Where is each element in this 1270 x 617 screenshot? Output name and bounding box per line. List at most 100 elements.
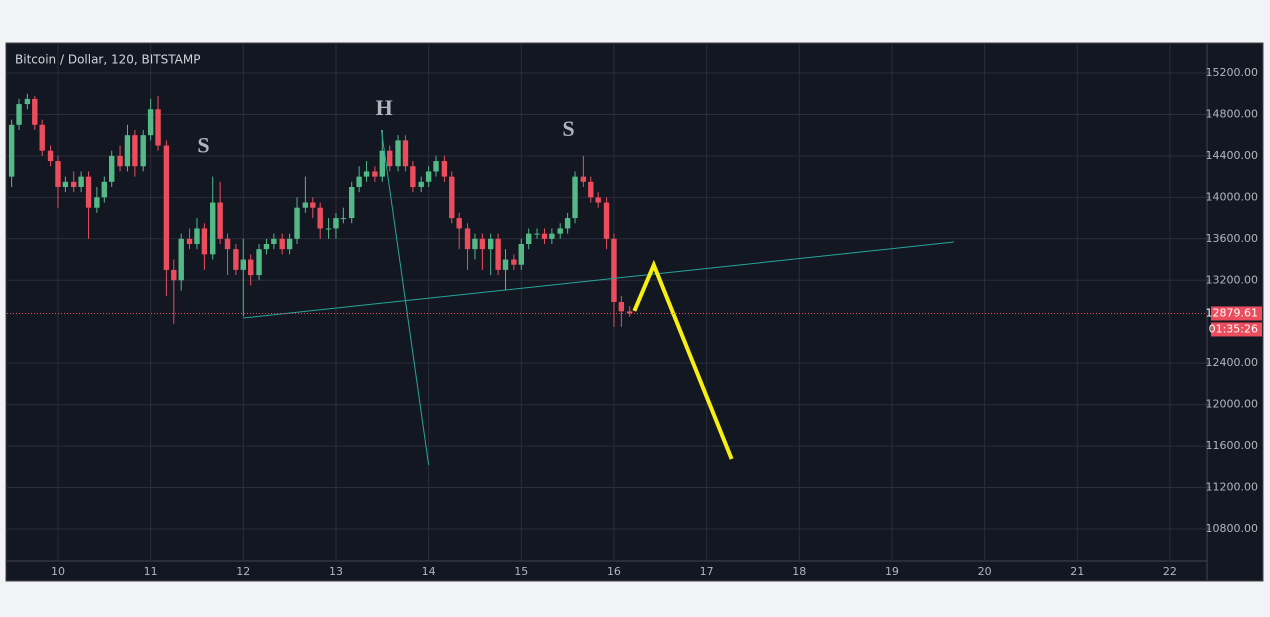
annotation: S [197,133,209,158]
candle-body [325,228,332,230]
x-tick-label: 16 [607,565,621,578]
candle-body [518,243,524,265]
candle-body [627,311,633,314]
candle-body [588,181,594,198]
candle-body [580,176,587,182]
candle-body [525,233,532,244]
candle-body [71,181,77,187]
y-tick-label: 14000.00 [1206,190,1259,203]
y-tick-label: 12400.00 [1206,356,1259,369]
annotation: S [562,116,574,141]
candle-body [449,176,455,219]
candle-body [240,259,246,270]
x-tick-label: 15 [514,565,528,578]
timer-label: 01:35:26 [1209,322,1258,335]
candle-body [387,150,393,167]
x-tick-label: 12 [236,565,250,578]
candle-body [379,150,385,177]
y-tick-label: 14400.00 [1206,149,1259,162]
candle-body [402,140,409,167]
x-tick-label: 18 [792,565,806,578]
candle-body [194,228,200,244]
x-tick-label: 20 [978,565,992,578]
x-tick-label: 19 [885,565,899,578]
candle-body [32,98,38,125]
candle-body [124,135,131,167]
candle-body [549,233,555,239]
y-tick-label: 10800.00 [1206,522,1259,535]
candle-body [140,135,146,167]
candle-body [47,150,54,162]
candle-body [534,233,540,235]
last-price-box [1211,306,1262,321]
drawn-line [243,241,955,319]
x-tick-label: 21 [1070,565,1084,578]
candle-body [263,243,270,250]
candle-body [201,228,208,255]
candle-body [395,140,401,167]
candle-body [564,218,571,229]
candle-body [502,259,509,270]
candle-body [294,207,300,239]
candle-body [464,228,471,250]
candle-body [256,249,262,276]
candle-body [410,166,416,187]
chart-title: Bitcoin / Dollar, 120, BITSTAMP [15,53,200,67]
candle-body [488,238,494,250]
candle-body [302,202,309,208]
candle-body [233,249,239,270]
candle-body [171,269,177,281]
candle-body [479,238,486,250]
candle-body [511,259,517,265]
candle-body [541,233,548,239]
plot-area [7,44,1207,560]
y-tick-label: 13200.00 [1206,273,1259,286]
x-tick-label: 11 [144,565,158,578]
x-tick-label: 17 [700,565,714,578]
candle-body [433,161,439,172]
candle-body [456,218,462,229]
candle-body [603,202,610,239]
candle-body [16,104,22,125]
chart-panel [5,42,1264,582]
x-tick-label: 22 [1163,565,1177,578]
candle-body [418,181,424,187]
candle-body [217,202,223,239]
candle-body [24,98,31,105]
candle-body [39,124,45,151]
candle-body [310,202,316,208]
y-tick-label: 11600.00 [1206,439,1259,452]
candle-body [495,238,501,270]
candle-body [85,176,92,208]
y-tick-label: 12000.00 [1206,398,1259,411]
candle-body [356,176,362,187]
x-tick-label: 10 [51,565,65,578]
timer-box [1211,322,1262,337]
candle-body [271,238,277,244]
candle-body [340,218,347,220]
candle-body [132,135,138,167]
candle-body [163,145,170,270]
candle-body [147,109,154,136]
annotation: H [376,95,393,120]
candle-body [117,155,123,167]
candle-body [279,238,285,250]
candle-body [101,181,107,198]
last-price-label: 12879.61 [1206,306,1259,319]
candle-body [8,124,15,177]
candle-body [155,109,161,146]
candle-body [62,181,69,187]
candle-body [618,302,625,312]
candle-body [224,238,231,250]
drawn-line [380,129,430,466]
candle-body [178,238,184,281]
candle-body [349,186,355,219]
y-tick-label: 14800.00 [1206,107,1259,120]
drawn-line [632,259,734,460]
candle-body [94,197,100,208]
candle-body [472,238,478,250]
candle-body [248,259,254,276]
y-tick-label: 13600.00 [1206,232,1259,245]
